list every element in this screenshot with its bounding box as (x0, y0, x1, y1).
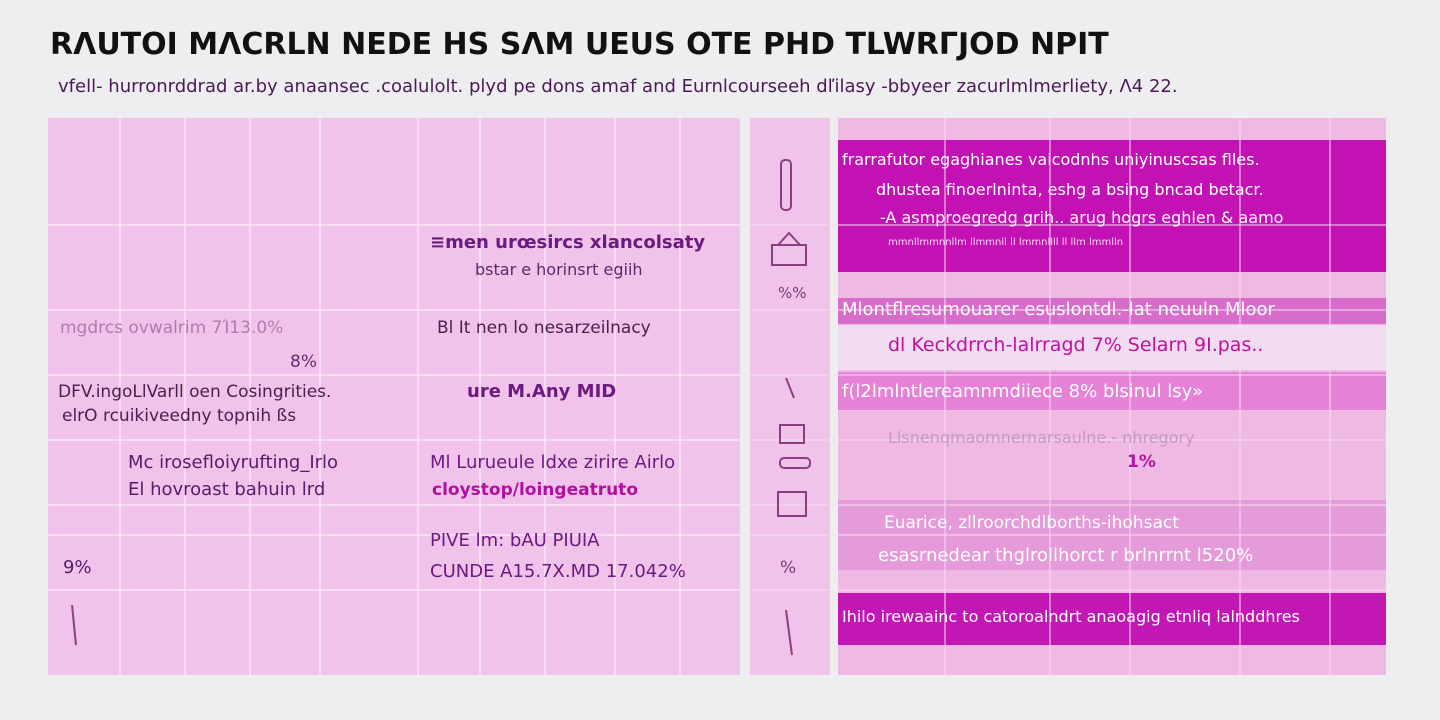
text-block: Ml Lurueule ldxe zirire Airlo (430, 452, 676, 473)
icon-column (750, 118, 830, 675)
text-block: ure M.Any MID (467, 381, 617, 402)
text-block: Mlontflresumouarer esuslontdl.-lat neuul… (842, 299, 1275, 320)
text-block: El hovroast bahuin lrd (128, 479, 326, 500)
band (838, 593, 1386, 645)
band (838, 325, 1386, 370)
text-block: 9% (63, 557, 92, 578)
band (838, 140, 1386, 272)
text-block: esasrnedear thglrollhorct r brlnrrnt l52… (878, 545, 1254, 566)
text-block: f(l2lmlntlereamnmdiiece 8% blsinul lsy» (842, 381, 1204, 402)
text-block: dhustea finoerlninta, eshg a bsing bncad… (876, 180, 1264, 199)
text-block: Mc irosefloiyrufting_Irlo (128, 452, 339, 473)
text-block: Ihilo irewaainc to catoroalndrt anaoagig… (842, 607, 1300, 626)
text-block: Bl It nen lo nesarzeilnacy (437, 317, 651, 338)
text-block: % (780, 557, 797, 578)
icons (71, 159, 811, 656)
text-block: 1% (1127, 451, 1156, 472)
left-panel (48, 118, 740, 675)
text-block: CUNDE A15.7X.MD 17.042% (430, 561, 686, 582)
text-block: elrO rcuikiveedny topnih ßs (62, 405, 297, 426)
text-block: bstar e horinsrt egiih (475, 260, 643, 279)
text-block: PIVE lm: bAU PIUIA (430, 530, 600, 551)
text-block: mgdrcs ovwalrim 7Ί13.0% (60, 317, 284, 338)
text-block: mmnllmmnnllm llmmnll ll lmmnllll ll llm … (888, 237, 1124, 248)
text-block: frarrafutor egaghianes vaicodnhs uniyinu… (842, 150, 1260, 169)
band (838, 298, 1386, 324)
title: RΛUTOI MΛCRLN NEDE HS SΛM UEUS OTE PHD T… (50, 27, 1109, 62)
right-grid (750, 118, 1386, 675)
text-block: dl Keckdrrch-lalrragd 7% Selarn 9I.pas.. (888, 333, 1264, 356)
text-block: %% (778, 283, 807, 302)
left-grid (48, 118, 740, 675)
text-block: -A asmproegredg grih.. arug hogrs eghlen… (880, 208, 1284, 227)
text-block: 8% (290, 351, 317, 372)
text-block: Euarice, zllroorchdlborths-ihohsact (884, 512, 1179, 533)
subtitle: vfell- hurronrddrad ar.by anaansec .coal… (58, 76, 1178, 97)
band (838, 372, 1386, 410)
text-block: DFV.ingoLlVarll oen Cosingrities. (58, 381, 332, 402)
text-block: ≡men urœsircs xlancolsaty (430, 232, 706, 253)
text-block: Llsnenqmaomnernarsaulne.- nhregory (888, 428, 1195, 447)
text-block: cloystop/loingeatruto (432, 479, 638, 500)
